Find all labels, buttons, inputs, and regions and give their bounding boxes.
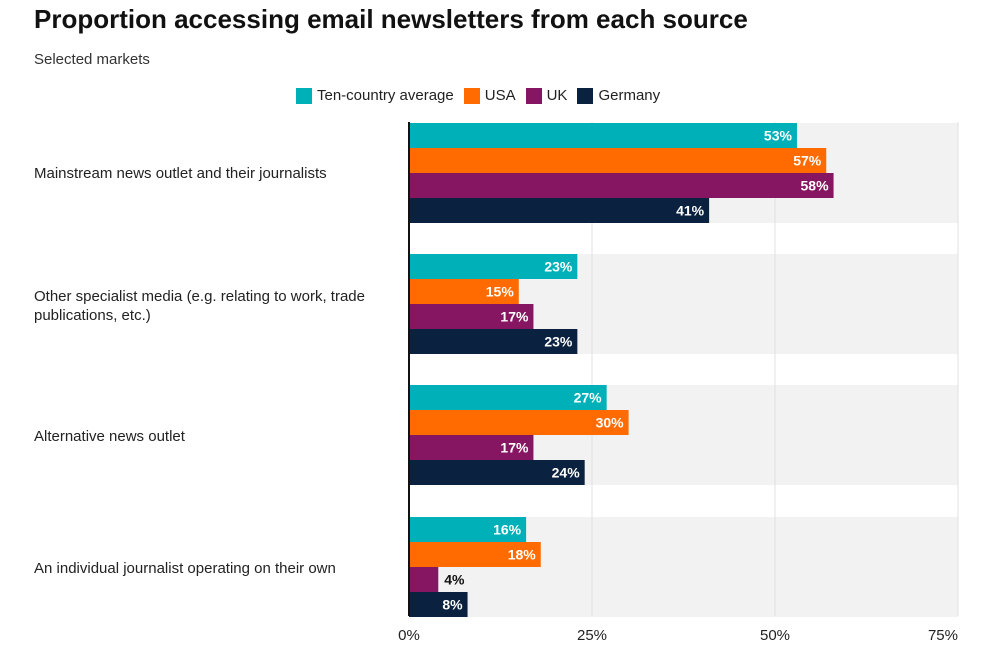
bar-value-label: 17% — [500, 440, 529, 456]
legend-item-germany: Germany — [577, 87, 660, 104]
bar — [409, 385, 607, 410]
bar-value-label: 17% — [500, 309, 529, 325]
category-label-alternative: Alternative news outlet — [34, 428, 185, 445]
bar-value-label: 16% — [493, 522, 522, 538]
legend-item-ten-country-average: Ten-country average — [296, 87, 454, 104]
chart-subtitle: Selected markets — [34, 51, 150, 68]
bar-value-label: 53% — [764, 128, 793, 144]
bar — [409, 198, 710, 223]
bar — [409, 173, 834, 198]
legend-swatch — [296, 87, 312, 104]
bar — [409, 435, 534, 460]
bar — [409, 123, 797, 148]
bar-value-label: 58% — [801, 178, 830, 194]
x-tick-label: 75% — [928, 627, 958, 644]
bar-value-label: 18% — [508, 547, 537, 563]
bar — [409, 517, 527, 542]
legend-label: Ten-country average — [317, 87, 454, 104]
bar-value-label: 4% — [444, 572, 465, 588]
bar-value-label: 15% — [486, 284, 515, 300]
bar-value-label: 8% — [442, 597, 463, 613]
legend-label: Germany — [598, 87, 661, 104]
bar-value-label: 41% — [676, 203, 705, 219]
bar — [409, 542, 541, 567]
legend-item-uk: UK — [525, 87, 568, 104]
bar-value-label: 57% — [793, 153, 822, 169]
legend-item-usa: USA — [463, 87, 516, 104]
x-tick-label: 25% — [577, 627, 607, 644]
bar — [409, 148, 827, 173]
bar — [409, 279, 519, 304]
bar — [409, 460, 585, 485]
bar — [409, 329, 578, 354]
bar — [409, 592, 468, 617]
category-label-mainstream: Mainstream news outlet and their journal… — [34, 165, 327, 182]
bar — [409, 304, 534, 329]
bar-value-label: 30% — [596, 415, 625, 431]
legend-label: UK — [546, 87, 568, 104]
bar — [409, 410, 629, 435]
bar-value-label: 23% — [544, 259, 573, 275]
bar — [409, 254, 578, 279]
category-label-individual: An individual journalist operating on th… — [34, 560, 336, 577]
x-tick-label: 50% — [760, 627, 790, 644]
chart-title: Proportion accessing email newsletters f… — [34, 4, 748, 34]
bar-value-label: 27% — [574, 390, 603, 406]
x-tick-label: 0% — [398, 627, 420, 644]
legend-swatch — [525, 87, 542, 104]
category-label-specialist: Other specialist media (e.g. relating to… — [34, 288, 365, 324]
bar — [409, 567, 439, 592]
legend-label: USA — [484, 87, 516, 104]
bar-value-label: 23% — [544, 334, 573, 350]
bar-value-label: 24% — [552, 465, 581, 481]
legend-swatch — [463, 87, 480, 104]
legend-swatch — [577, 87, 594, 104]
legend: Ten-country average USA UK Germany — [296, 87, 670, 104]
